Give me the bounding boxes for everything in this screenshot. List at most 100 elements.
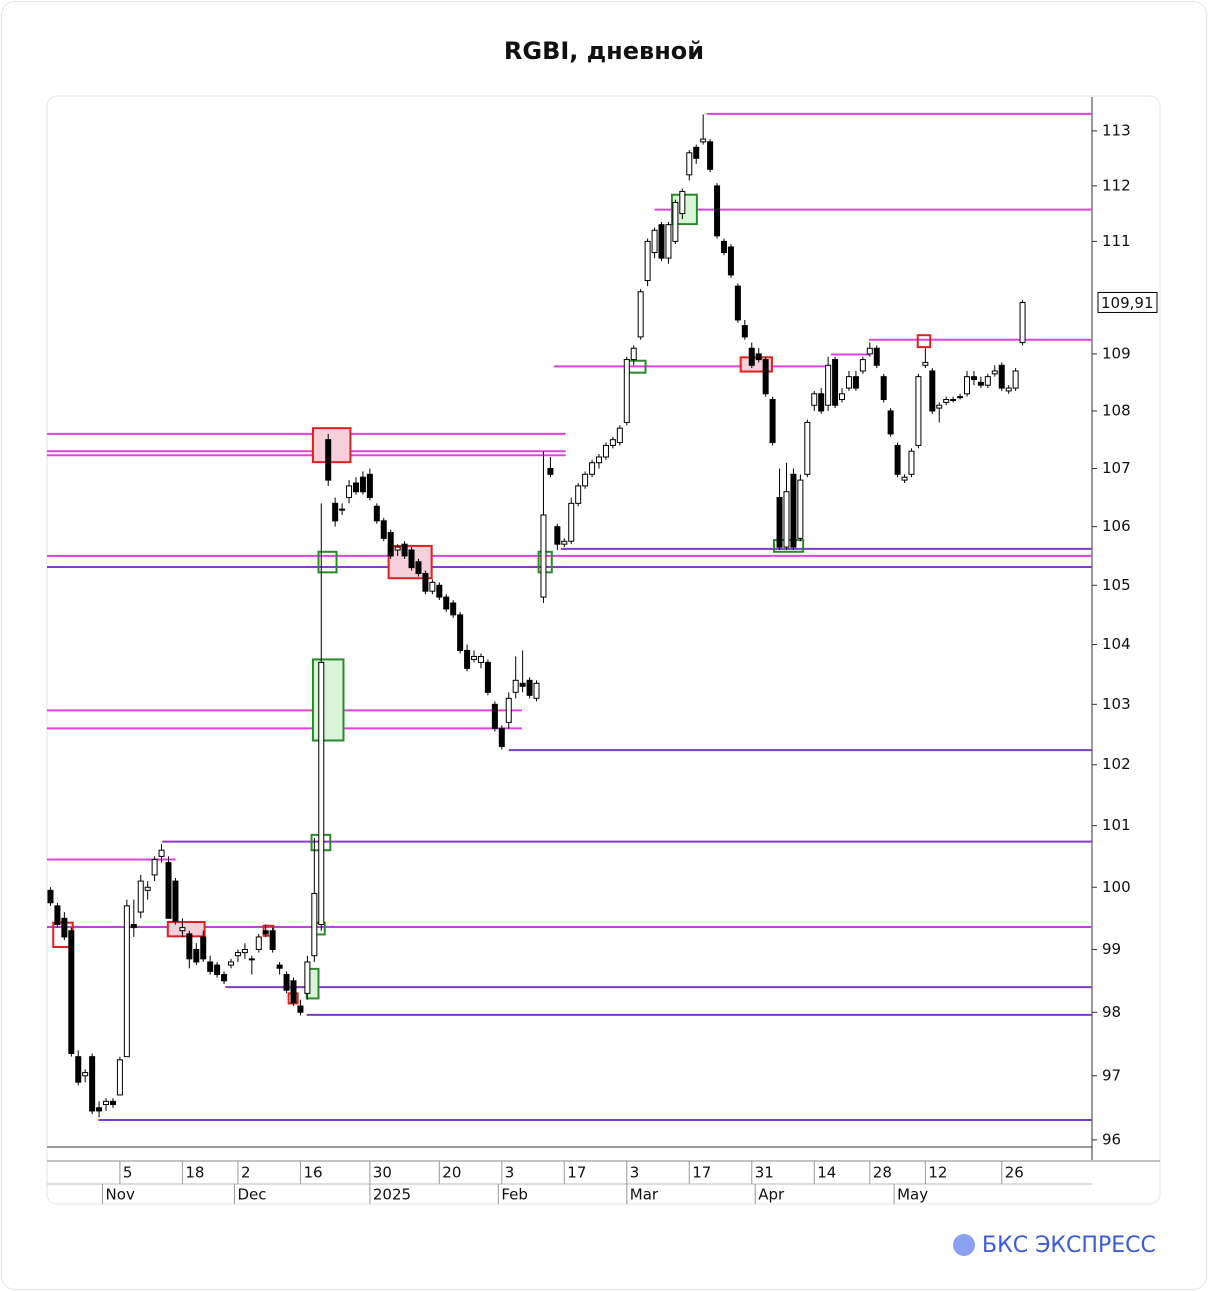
candle-body: [297, 1005, 304, 1013]
candle-body: [727, 246, 734, 276]
candle-body: [179, 927, 186, 932]
x-tick-label: 17: [567, 1164, 586, 1182]
candle-body: [214, 964, 221, 976]
candle-body: [1005, 387, 1012, 392]
candle-body: [491, 703, 498, 729]
candle-body: [103, 1100, 110, 1106]
candle-body: [887, 410, 894, 435]
candle-body: [318, 661, 325, 926]
y-tick-label: 107: [1102, 459, 1131, 477]
x-month-label: Feb: [501, 1186, 528, 1204]
y-tick-label: 102: [1102, 755, 1131, 773]
candle-body: [616, 427, 623, 444]
candle-body: [658, 224, 665, 259]
candle-body: [797, 479, 804, 539]
x-tick-label: 18: [185, 1164, 204, 1182]
candle-body: [311, 892, 318, 957]
candle-body: [672, 201, 679, 242]
candle-body: [609, 439, 616, 446]
candle-body: [75, 1056, 82, 1083]
candle-body: [790, 473, 797, 548]
candle-body: [165, 862, 172, 919]
y-tick-label: 108: [1102, 401, 1131, 419]
candle-body: [533, 682, 540, 699]
candle-body: [47, 889, 54, 904]
candle-body: [325, 439, 332, 481]
candle-body: [977, 381, 984, 386]
candle-body: [144, 886, 151, 891]
x-month-label: Apr: [758, 1186, 785, 1204]
candle-body: [450, 602, 457, 616]
x-tick-label: 12: [928, 1164, 947, 1182]
candle-body: [845, 376, 852, 389]
candle-body: [394, 546, 401, 551]
x-tick-label: 3: [505, 1164, 515, 1182]
candle-body: [255, 936, 262, 950]
candle-body: [602, 444, 609, 458]
y-tick-label: 100: [1102, 878, 1131, 896]
y-tick-label: 105: [1102, 576, 1131, 594]
candle-body: [1012, 370, 1019, 389]
candle-body: [408, 549, 415, 569]
candle-body: [908, 450, 915, 475]
candle-body: [526, 679, 533, 696]
candle-body: [262, 930, 269, 935]
last-price-label: 109,91: [1101, 294, 1154, 312]
brand: БКС ЭКСПРЕСС: [982, 1233, 1156, 1258]
candle-body: [637, 291, 644, 338]
candle-body: [575, 485, 582, 504]
candle-body: [915, 376, 922, 446]
candle-body: [228, 961, 235, 966]
x-month-label: May: [897, 1186, 928, 1204]
candle-body: [720, 240, 727, 254]
candle-body: [346, 485, 353, 499]
candle-body: [130, 924, 137, 929]
zone: [311, 427, 352, 464]
candle-body: [366, 473, 373, 499]
candle-body: [582, 473, 589, 487]
y-tick-label: 111: [1102, 232, 1131, 250]
candle-body: [248, 958, 255, 961]
candle-body: [276, 964, 283, 969]
candle-body: [776, 497, 783, 548]
candle-body: [700, 138, 707, 143]
y-tick-label: 113: [1102, 121, 1131, 139]
candle-body: [123, 905, 130, 1058]
candle-body: [172, 880, 179, 922]
candle-body: [554, 526, 561, 545]
candle-body: [741, 325, 748, 338]
candle-body: [200, 936, 207, 960]
candle-body: [137, 880, 144, 913]
candle-body: [943, 399, 950, 403]
zone: [317, 550, 338, 574]
candle-body: [693, 146, 700, 159]
candle-body: [373, 505, 380, 522]
candle-body: [109, 1100, 116, 1106]
candle-body: [339, 508, 346, 511]
candle-body: [568, 502, 575, 542]
candle-body: [623, 359, 630, 423]
x-tick-label: 20: [442, 1164, 461, 1182]
candle-body: [957, 396, 964, 399]
candle-body: [387, 531, 394, 557]
candle-body: [116, 1059, 123, 1096]
candle-body: [589, 462, 596, 475]
candle-body: [783, 491, 790, 548]
x-tick-label: 14: [817, 1164, 836, 1182]
candle-body: [894, 444, 901, 475]
candle-body: [901, 476, 908, 481]
candle-body: [651, 229, 658, 254]
x-tick-label: 5: [123, 1164, 133, 1182]
candle-body: [769, 399, 776, 444]
candle-body: [644, 240, 651, 282]
candle-body: [54, 905, 61, 926]
zone: [166, 921, 206, 938]
x-tick-label: 2: [241, 1164, 251, 1182]
candle-body: [193, 948, 200, 963]
candle-body: [457, 614, 464, 651]
candle-body: [436, 584, 443, 598]
x-tick-label: 31: [755, 1164, 774, 1182]
candle-body: [839, 393, 846, 401]
chart-panel: [46, 95, 1161, 1205]
